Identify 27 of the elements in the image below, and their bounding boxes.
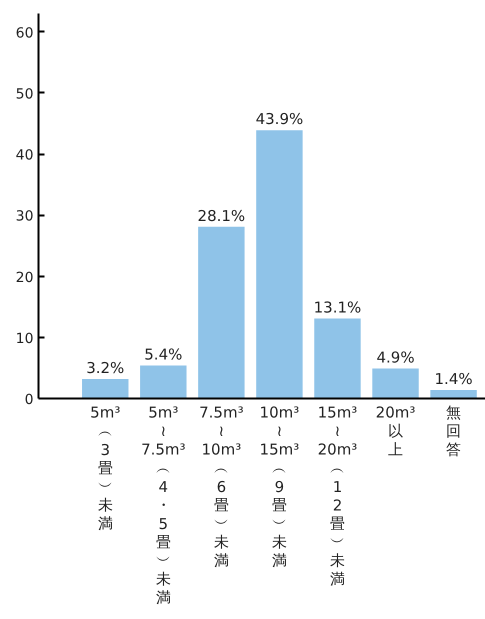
bar [82, 378, 128, 398]
y-tick-label: 60 [16, 25, 34, 42]
y-tick-label: 10 [16, 330, 34, 347]
y-tick-label: 30 [16, 208, 34, 225]
category-label: 7.5m³≀10m³︵6畳︶未満 [199, 404, 244, 570]
bar [314, 318, 361, 398]
bar [198, 226, 245, 398]
bar [140, 366, 187, 398]
x-tick-label: 無回答 [446, 404, 462, 458]
x-tick-label: 20m³以上 [376, 404, 416, 458]
data-label: 1.4% [434, 370, 473, 388]
x-tick-label: 5m³︵3畳︶未満 [90, 404, 120, 532]
data-label: 4.9% [376, 348, 415, 367]
bar [372, 368, 419, 398]
data-label: 5.4% [144, 346, 182, 364]
category-label: 15m³≀20m³︵12畳︶未満 [318, 404, 358, 588]
data-label: 13.1% [314, 298, 362, 316]
y-tick-label: 20 [16, 270, 34, 286]
category-label: 10m³≀15m³︵9畳︶未満 [260, 404, 300, 570]
category-label: 5m³≀7.5m³︵4・5畳︶未満 [141, 404, 186, 606]
bar [256, 130, 303, 398]
data-label: 3.2% [86, 358, 124, 377]
data-label: 43.9% [256, 110, 304, 128]
y-tick-label: 40 [16, 148, 34, 164]
y-tick-label: 0 [24, 392, 34, 408]
data-label: 28.1% [198, 206, 246, 225]
y-tick-label: 50 [16, 86, 34, 102]
